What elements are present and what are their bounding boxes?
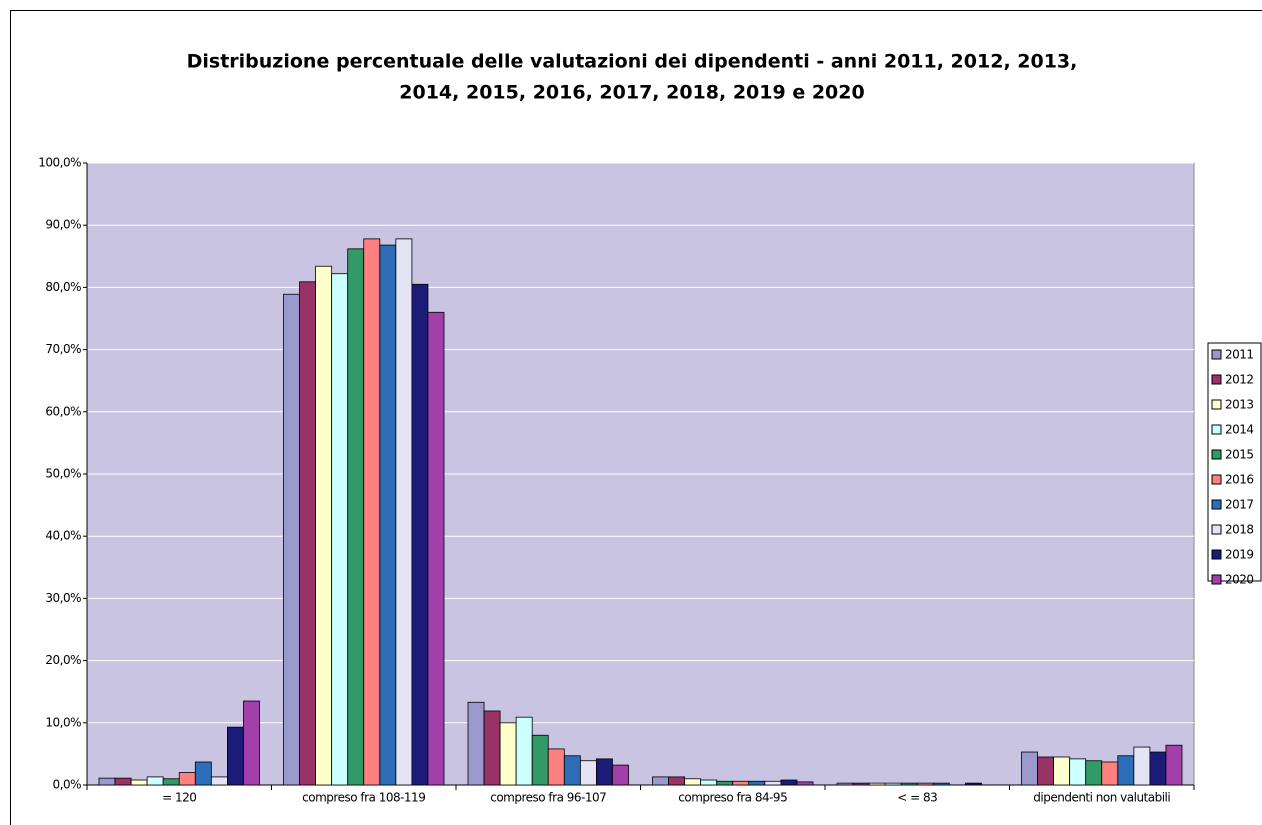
bar	[499, 722, 517, 786]
legend-swatch	[1211, 399, 1222, 410]
legend-label: 2017	[1225, 498, 1254, 512]
y-tick-label: 100,0%	[38, 156, 81, 170]
bar	[130, 779, 148, 786]
y-tick-label: 20,0%	[45, 653, 81, 667]
legend-swatch	[1211, 524, 1222, 535]
bar	[363, 238, 381, 786]
x-tick-label: dipendenti non valutabili	[1033, 791, 1170, 805]
bar	[852, 782, 870, 786]
bar	[596, 758, 613, 786]
legend-swatch	[1211, 549, 1222, 560]
bar	[612, 764, 629, 786]
bar	[1149, 751, 1167, 786]
y-tick-label: 60,0%	[45, 404, 81, 418]
y-tick-label: 0,0%	[53, 778, 82, 792]
bar	[146, 776, 164, 786]
legend-label: 2018	[1225, 523, 1254, 537]
bar	[178, 772, 196, 786]
bar	[411, 283, 429, 786]
y-tick-label: 80,0%	[45, 280, 81, 294]
y-tick-label: 50,0%	[45, 467, 81, 481]
y-tick-label: 10,0%	[45, 715, 81, 729]
legend-label: 2013	[1225, 398, 1254, 412]
bar	[1133, 746, 1151, 786]
x-tick-label: compreso fra 96-107	[490, 791, 606, 805]
bar	[531, 734, 549, 786]
x-tick-label: = 120	[162, 791, 196, 805]
bar	[764, 780, 782, 786]
bar	[162, 778, 180, 786]
bar	[1165, 744, 1183, 786]
bar	[652, 776, 669, 786]
bar	[114, 777, 132, 786]
bar	[780, 779, 798, 786]
bar	[1053, 756, 1071, 786]
bar	[547, 748, 565, 786]
x-tick-label: < = 83	[897, 791, 937, 805]
legend-swatch	[1211, 424, 1222, 435]
bar	[916, 782, 934, 786]
legend-label: 2019	[1225, 548, 1254, 562]
bar	[1117, 755, 1135, 786]
legend-label: 2011	[1225, 348, 1254, 362]
bar	[700, 779, 718, 786]
bar	[1037, 756, 1054, 786]
bar	[283, 293, 300, 786]
bar	[1021, 751, 1038, 786]
x-tick-label: compreso fra 108-119	[302, 791, 425, 805]
legend-swatch	[1211, 499, 1222, 510]
y-tick-label: 30,0%	[45, 591, 81, 605]
y-tick-label: 40,0%	[45, 529, 81, 543]
bar	[483, 710, 501, 786]
bar	[732, 780, 750, 786]
bar	[515, 716, 533, 786]
bar	[194, 761, 212, 786]
legend-swatch	[1211, 449, 1222, 460]
legend-label: 2014	[1225, 423, 1254, 437]
legend-swatch	[1211, 374, 1222, 385]
bar	[379, 244, 397, 786]
bar	[243, 700, 260, 786]
bar	[227, 726, 244, 786]
bar	[684, 778, 702, 786]
bar	[1069, 758, 1087, 786]
legend-label: 2016	[1225, 473, 1254, 487]
bar	[331, 273, 349, 786]
legend-label: 2015	[1225, 448, 1254, 462]
bar	[1085, 760, 1103, 786]
bar	[668, 776, 685, 786]
bar	[347, 248, 365, 786]
bar	[868, 782, 886, 786]
bar	[563, 755, 581, 786]
x-tick-label: compreso fra 84-95	[678, 791, 787, 805]
bar	[98, 777, 116, 786]
bar	[796, 781, 814, 786]
legend-swatch	[1211, 349, 1222, 360]
y-tick-label: 70,0%	[45, 342, 81, 356]
bar	[395, 238, 413, 786]
bar	[315, 265, 333, 786]
bar	[965, 782, 982, 786]
bar	[748, 780, 766, 786]
bar	[884, 782, 902, 786]
bar	[210, 776, 228, 786]
legend-swatch	[1211, 574, 1222, 585]
chart-title: Distribuzione percentuale delle valutazi…	[187, 51, 1078, 73]
bar	[1101, 761, 1119, 786]
bar	[716, 780, 734, 786]
bar	[579, 760, 597, 786]
legend-swatch	[1211, 474, 1222, 485]
chart-title: 2014, 2015, 2016, 2017, 2018, 2019 e 202…	[399, 82, 864, 104]
bar	[836, 782, 854, 786]
legend-label: 2012	[1225, 373, 1254, 387]
bar	[932, 782, 950, 786]
legend-label: 2020	[1225, 573, 1254, 587]
y-tick-label: 90,0%	[45, 218, 81, 232]
bar	[299, 281, 316, 786]
bar	[900, 782, 918, 786]
bar	[467, 701, 485, 786]
bar	[427, 311, 445, 786]
